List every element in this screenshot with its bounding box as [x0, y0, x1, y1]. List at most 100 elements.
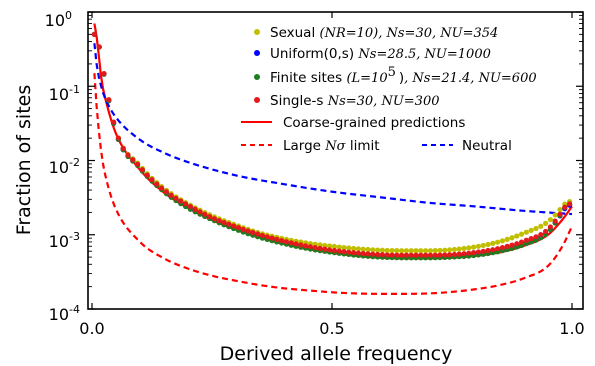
x-tick-labels: 0.0 0.5 1.0: [79, 319, 584, 338]
data-point: [259, 232, 265, 239]
legend-marker-uniform: [254, 50, 260, 56]
legend-label-neutral: Neutral: [462, 138, 512, 154]
series-layer: [91, 23, 573, 295]
data-point: [379, 247, 385, 253]
data-point: [432, 247, 438, 254]
data-point: [327, 247, 333, 253]
data-point: [399, 248, 405, 254]
data-point: [211, 216, 217, 222]
data-point: [389, 247, 395, 254]
data-point: [293, 241, 299, 247]
ticks-layer: [88, 11, 583, 310]
data-point: [466, 245, 472, 251]
data-point: [432, 252, 438, 258]
legend-label-coarse: Coarse-grained predictions: [283, 115, 465, 131]
data-point: [341, 249, 347, 255]
legend-marker-finite: [254, 74, 260, 80]
data-point: [499, 244, 505, 251]
data-point: [178, 198, 184, 204]
data-point: [303, 243, 309, 249]
data-point: [408, 248, 414, 254]
data-point: [451, 251, 457, 258]
data-point: [226, 221, 232, 227]
data-point: [173, 195, 179, 201]
data-point: [197, 209, 203, 215]
data-point: [514, 241, 520, 247]
data-point: [475, 249, 481, 255]
data-point: [504, 243, 510, 250]
data-point: [355, 246, 361, 252]
plot-area: [87, 11, 584, 310]
data-point: [163, 189, 169, 195]
data-point: [485, 247, 491, 254]
data-point: [115, 135, 121, 141]
y-tick-labels: 100 10-1 10-2 10-3 10-4: [45, 9, 80, 324]
x-axis-title: Derived allele frequency: [220, 343, 453, 365]
series-line-large-n-limit: [93, 73, 573, 295]
legend-label-single: Single-s Ns=30, NU=300: [270, 93, 440, 109]
data-point: [418, 248, 424, 254]
y-tick-label: 10-4: [49, 303, 80, 324]
data-point: [461, 245, 467, 252]
data-point: [240, 226, 246, 232]
data-point: [447, 247, 453, 253]
data-point: [543, 228, 549, 235]
x-tick-label: 1.0: [559, 319, 584, 338]
data-point: [135, 161, 141, 167]
data-point: [399, 252, 405, 258]
data-point: [413, 248, 419, 254]
data-point: [456, 251, 462, 257]
data-point: [91, 31, 97, 37]
data-point: [288, 240, 294, 246]
data-point: [264, 234, 270, 240]
data-point: [111, 119, 117, 125]
data-point: [101, 70, 107, 77]
data-point: [523, 229, 530, 235]
data-point: [375, 247, 381, 253]
data-point: [279, 237, 285, 244]
data-point: [403, 248, 409, 254]
data-point: [298, 242, 304, 248]
data-point: [370, 247, 376, 253]
data-point: [485, 241, 491, 248]
data-point: [427, 252, 433, 258]
data-point: [394, 252, 400, 258]
data-point: [447, 252, 453, 258]
data-point: [437, 252, 443, 258]
data-point: [418, 252, 424, 258]
data-point: [475, 243, 481, 249]
series-line-neutral: [93, 43, 573, 216]
legend-label-finite: Finite sites (L=105), Ns=21.4, NU=600: [270, 65, 537, 86]
legend-marker-sexual: [254, 29, 260, 35]
data-point: [514, 233, 520, 239]
data-point: [351, 250, 357, 256]
data-point: [307, 244, 313, 250]
data-point: [471, 250, 477, 256]
data-point: [461, 251, 467, 257]
data-point: [528, 236, 534, 242]
data-point: [149, 177, 155, 183]
data-point: [423, 248, 429, 254]
data-point: [403, 252, 409, 258]
data-point: [495, 239, 501, 245]
data-point: [202, 211, 208, 217]
data-point: [519, 231, 525, 237]
legend: Sexual (NR=10), Ns=30, NU=354 Uniform(0,…: [241, 25, 537, 154]
data-point: [159, 185, 165, 191]
data-point: [168, 192, 174, 198]
data-point: [96, 44, 102, 50]
data-point: [562, 204, 568, 210]
y-tick-label: 10-3: [49, 230, 80, 251]
data-point: [255, 231, 261, 237]
data-point: [509, 235, 515, 241]
data-point: [490, 240, 496, 246]
data-point: [235, 225, 241, 231]
data-point: [552, 212, 558, 218]
data-point: [360, 246, 366, 252]
x-tick-label: 0.5: [319, 319, 344, 338]
data-point: [552, 218, 558, 224]
data-point: [269, 235, 275, 241]
data-point: [538, 223, 544, 229]
data-point: [221, 219, 227, 226]
